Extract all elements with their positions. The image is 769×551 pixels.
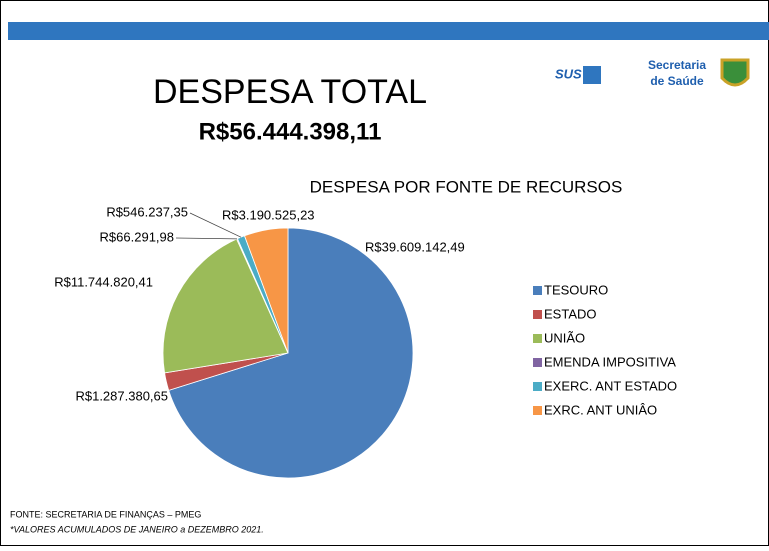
- data-label: R$66.291,98: [100, 229, 174, 244]
- data-label: R$39.609.142,49: [365, 239, 465, 254]
- data-label: R$546.237,35: [106, 204, 188, 219]
- legend-swatch: [533, 286, 542, 295]
- logo-cross: [583, 66, 601, 84]
- pie-slice: [168, 227, 414, 479]
- logo-sus: SUS: [555, 66, 582, 81]
- pie-slice: [244, 227, 289, 354]
- logo-line1: Secretaria: [648, 58, 706, 72]
- legend-label: EMENDA IMPOSITIVA: [544, 354, 676, 369]
- legend-swatch: [533, 382, 542, 391]
- legend-label: UNIÃO: [544, 330, 585, 345]
- legend-label: TESOURO: [544, 282, 608, 297]
- logo-line2: de Saúde: [650, 74, 704, 88]
- total-value: R$56.444.398,11: [199, 118, 382, 145]
- data-label: R$11.744.820,41: [54, 274, 153, 289]
- legend-label: ESTADO: [544, 306, 597, 321]
- data-label: R$3.190.525,23: [222, 207, 315, 222]
- data-label: R$1.287.380,65: [75, 388, 168, 403]
- legend-swatch: [533, 406, 542, 415]
- leader-line: [175, 237, 238, 240]
- slide-title: DESPESA TOTAL: [153, 73, 427, 111]
- legend-swatch: [533, 334, 542, 343]
- pie-slice: [162, 238, 289, 374]
- legend-label: EXRC. ANT UNIÂO: [544, 402, 657, 417]
- chart-title: DESPESA POR FONTE DE RECURSOS: [310, 177, 623, 196]
- footer-source: FONTE: SECRETARIA DE FINANÇAS – PMEG: [10, 509, 201, 519]
- legend-swatch: [533, 358, 542, 367]
- logo-emblem: [720, 58, 750, 87]
- header-bar: [8, 22, 769, 40]
- leader-line: [189, 212, 242, 238]
- legend-swatch: [533, 310, 542, 319]
- legend-label: EXERC. ANT ESTADO: [544, 378, 677, 393]
- footer-note: *VALORES ACUMULADOS DE JANEIRO a DEZEMBR…: [10, 524, 264, 534]
